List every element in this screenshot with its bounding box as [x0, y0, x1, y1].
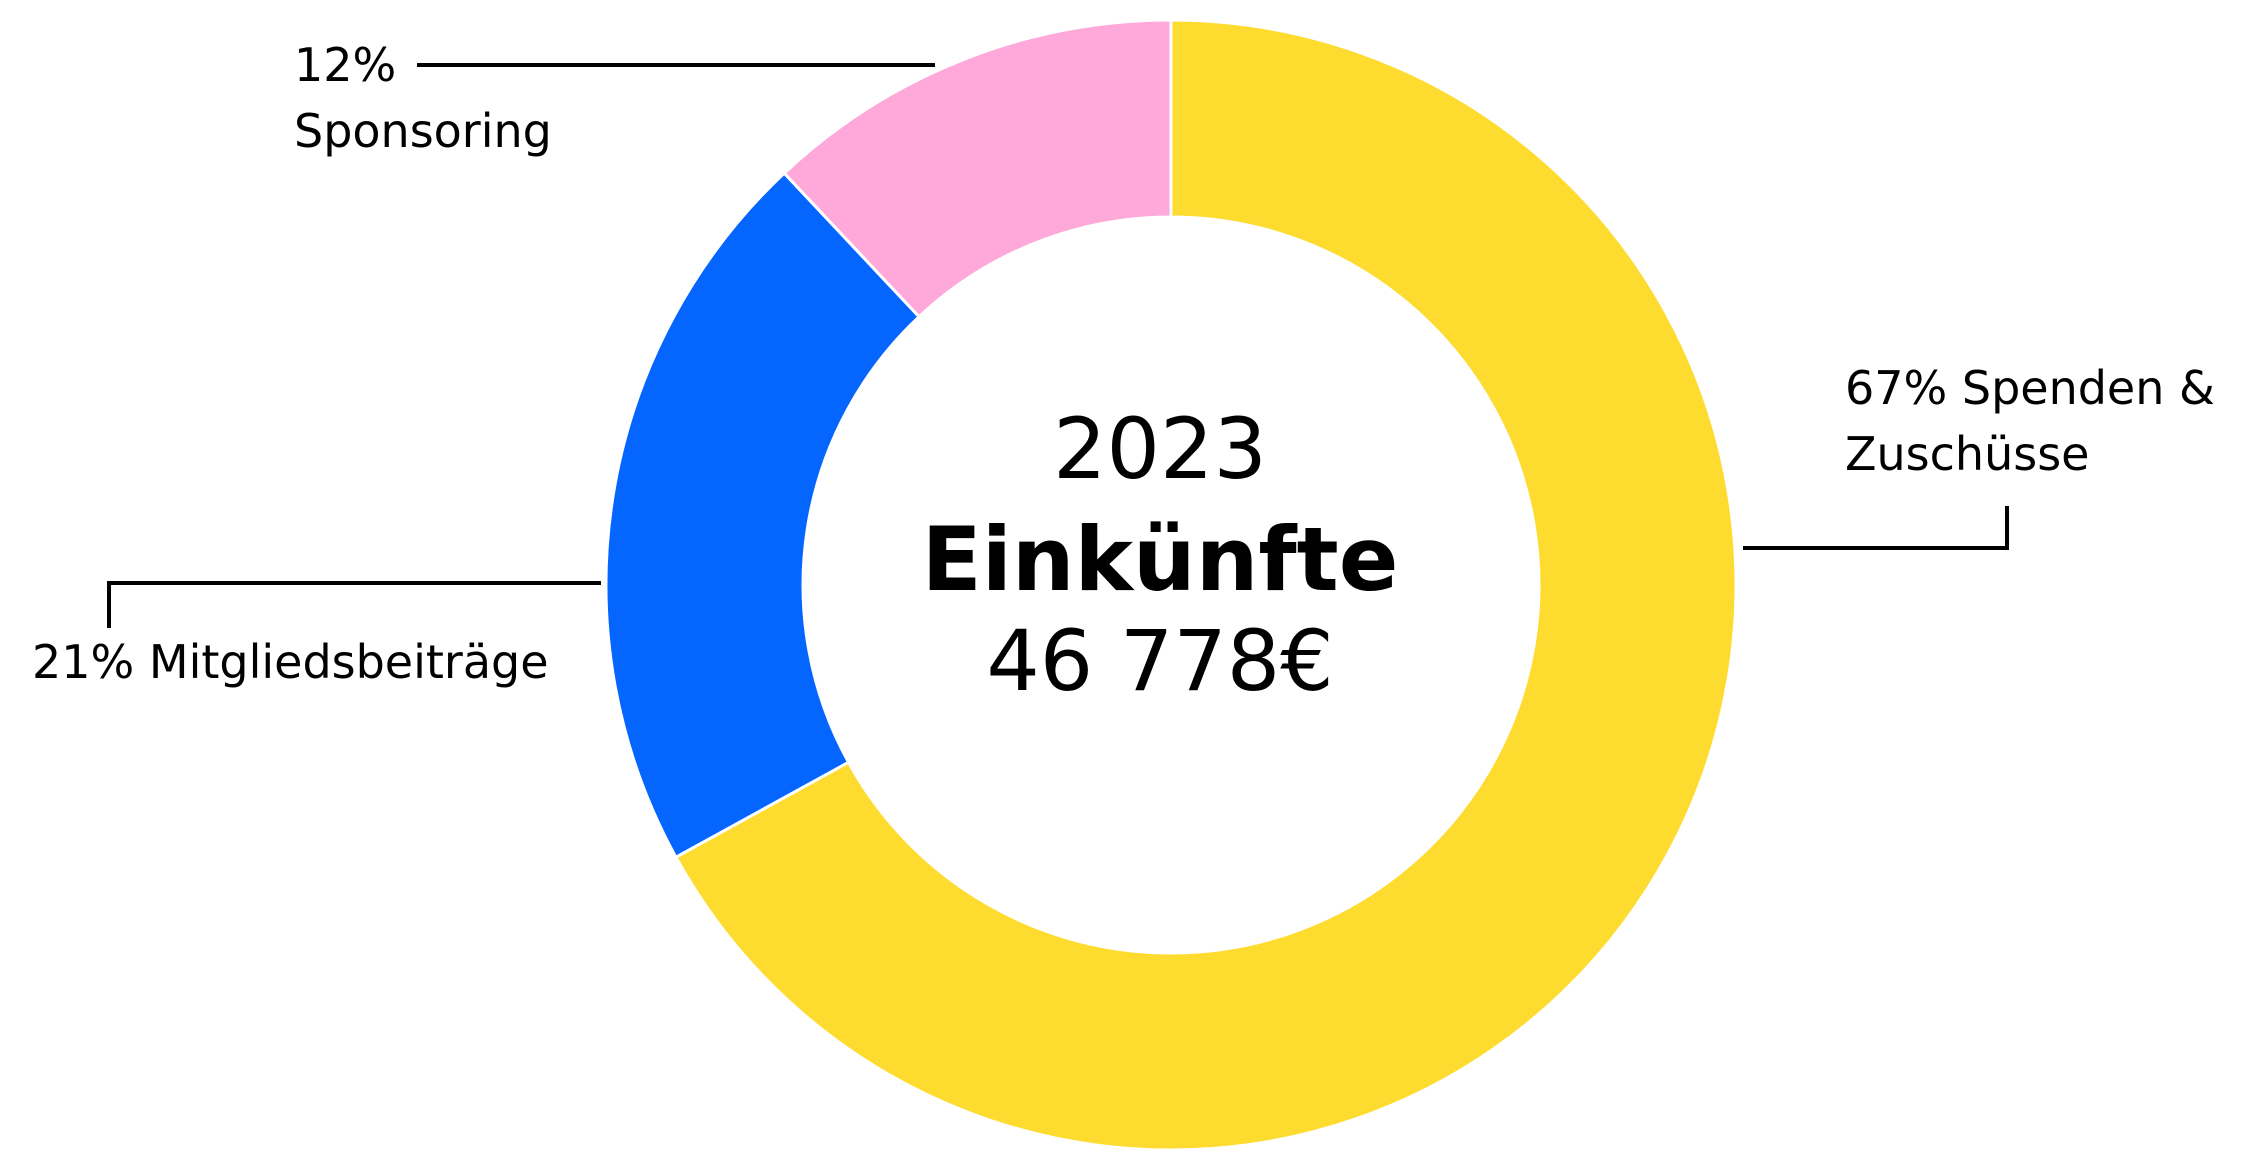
- slices: [604, 18, 1738, 1152]
- category-label: Sponsoring: [294, 104, 552, 158]
- leader-line: [107, 581, 601, 628]
- slice-label: 21% Mitgliedsbeiträge: [32, 629, 549, 695]
- chart-title: Einkünfte: [921, 508, 1399, 611]
- chart-subtitle: 2023: [1053, 400, 1267, 498]
- category-label: Spenden & Zuschüsse: [1845, 361, 2215, 481]
- total-label: 46 778€: [986, 612, 1334, 710]
- value-label: 67%: [1845, 361, 1948, 415]
- value-label: 21%: [32, 635, 135, 689]
- slice-label: 12% Sponsoring: [294, 32, 554, 164]
- category-label: Mitgliedsbeiträge: [148, 635, 549, 689]
- value-label: 12%: [294, 38, 397, 92]
- donut-slice: [782, 18, 1173, 319]
- slice-label: 67% Spenden & Zuschüsse: [1845, 355, 2245, 487]
- leader-line: [1743, 506, 2009, 550]
- donut-slice: [604, 171, 922, 860]
- donut-slice: [673, 18, 1738, 1152]
